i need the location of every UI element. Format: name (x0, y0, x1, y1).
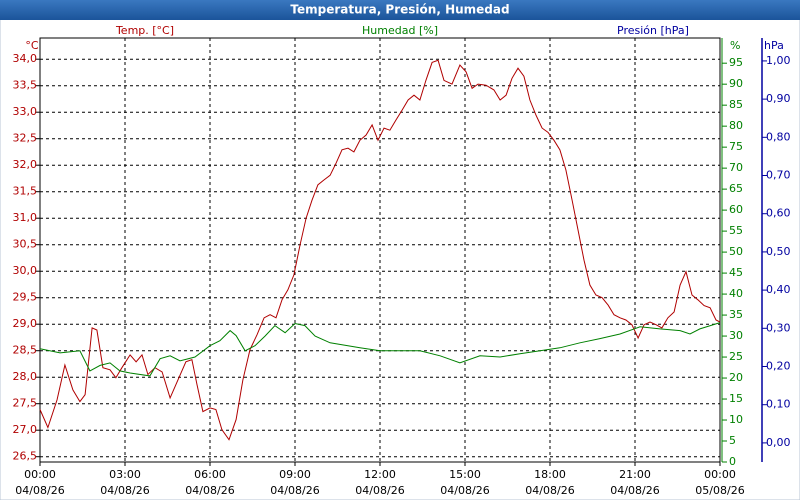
x-tick-label: 06:00 (194, 468, 226, 481)
x-tick-label: 00:00 (24, 468, 56, 481)
y2-tick-label: 75 (729, 140, 743, 153)
y3-axis-title: Presión [hPa] (617, 24, 689, 37)
x-tick-label: 15:00 (449, 468, 481, 481)
chart-title: Temperatura, Presión, Humedad (290, 3, 509, 17)
y2-tick-label: 0 (729, 455, 736, 468)
x-tick-label: 04/08/26 (610, 484, 659, 497)
y2-tick-label: 65 (729, 182, 743, 195)
y2-tick-label: 10 (729, 413, 743, 426)
x-tick-label: 04/08/26 (100, 484, 149, 497)
y2-unit: % (730, 39, 740, 52)
x-tick-label: 21:00 (619, 468, 651, 481)
y-tick-label: 31,0 (13, 211, 38, 224)
y2-tick-label: 15 (729, 392, 743, 405)
y-tick-label: 33,0 (13, 105, 38, 118)
x-tick-label: 18:00 (534, 468, 566, 481)
y-tick-label: 32,0 (13, 158, 38, 171)
y2-tick-label: 60 (729, 203, 743, 216)
x-tick-label: 04/08/26 (355, 484, 404, 497)
y-tick-label: 32,5 (13, 132, 38, 145)
y2-tick-label: 70 (729, 161, 743, 174)
x-tick-label: 05/08/26 (695, 484, 744, 497)
x-tick-label: 04/08/26 (270, 484, 319, 497)
y-tick-label: 33,5 (13, 79, 38, 92)
y3-tick-label: 0,80 (766, 130, 791, 143)
y3-unit: hPa (764, 39, 784, 52)
y3-tick-label: 0,00 (766, 436, 791, 449)
series-line (39, 59, 721, 441)
x-tick-label: 04/08/26 (15, 484, 64, 497)
y3-tick-label: 0,10 (766, 398, 791, 411)
y3-tick-label: 0,70 (766, 169, 791, 182)
y2-axis-title: Humedad [%] (362, 24, 438, 37)
y2-tick-label: 55 (729, 224, 743, 237)
y3-tick-label: 0,40 (766, 283, 791, 296)
y2-tick-label: 85 (729, 98, 743, 111)
series-line (39, 322, 721, 377)
x-tick-label: 04/08/26 (525, 484, 574, 497)
y2-tick-label: 35 (729, 308, 743, 321)
y3-tick-label: 1,00 (766, 54, 791, 67)
y2-tick-label: 45 (729, 266, 743, 279)
title-bar (0, 0, 800, 20)
y-tick-label: 30,5 (13, 238, 38, 251)
y-tick-label: 28,5 (13, 344, 38, 357)
y-tick-label: 29,0 (13, 317, 38, 330)
y2-tick-label: 50 (729, 245, 743, 258)
y-tick-label: 28,0 (13, 370, 38, 383)
y3-tick-label: 0,60 (766, 207, 791, 220)
y-tick-label: 29,5 (13, 291, 38, 304)
y3-tick-label: 0,90 (766, 92, 791, 105)
y2-tick-label: 5 (729, 434, 736, 447)
x-tick-label: 00:00 (704, 468, 736, 481)
y3-tick-label: 0,50 (766, 245, 791, 258)
y-tick-label: 26,5 (13, 450, 38, 463)
x-tick-label: 04/08/26 (185, 484, 234, 497)
y3-tick-label: 0,30 (766, 321, 791, 334)
y-unit: °C (25, 39, 39, 52)
y-tick-label: 27,5 (13, 397, 38, 410)
x-tick-label: 03:00 (109, 468, 141, 481)
y-axis-title: Temp. [°C] (115, 24, 174, 37)
y2-tick-label: 20 (729, 371, 743, 384)
x-tick-label: 09:00 (279, 468, 311, 481)
y2-tick-label: 25 (729, 350, 743, 363)
x-tick-label: 04/08/26 (440, 484, 489, 497)
y-tick-label: 31,5 (13, 185, 38, 198)
y2-tick-label: 80 (729, 119, 743, 132)
y-tick-label: 34,0 (13, 52, 38, 65)
y-tick-label: 30,0 (13, 264, 38, 277)
x-tick-label: 12:00 (364, 468, 396, 481)
y2-tick-label: 30 (729, 329, 743, 342)
y3-tick-label: 0,20 (766, 360, 791, 373)
y-tick-label: 27,0 (13, 423, 38, 436)
y2-tick-label: 90 (729, 77, 743, 90)
y2-tick-label: 40 (729, 287, 743, 300)
y2-tick-label: 95 (729, 56, 743, 69)
